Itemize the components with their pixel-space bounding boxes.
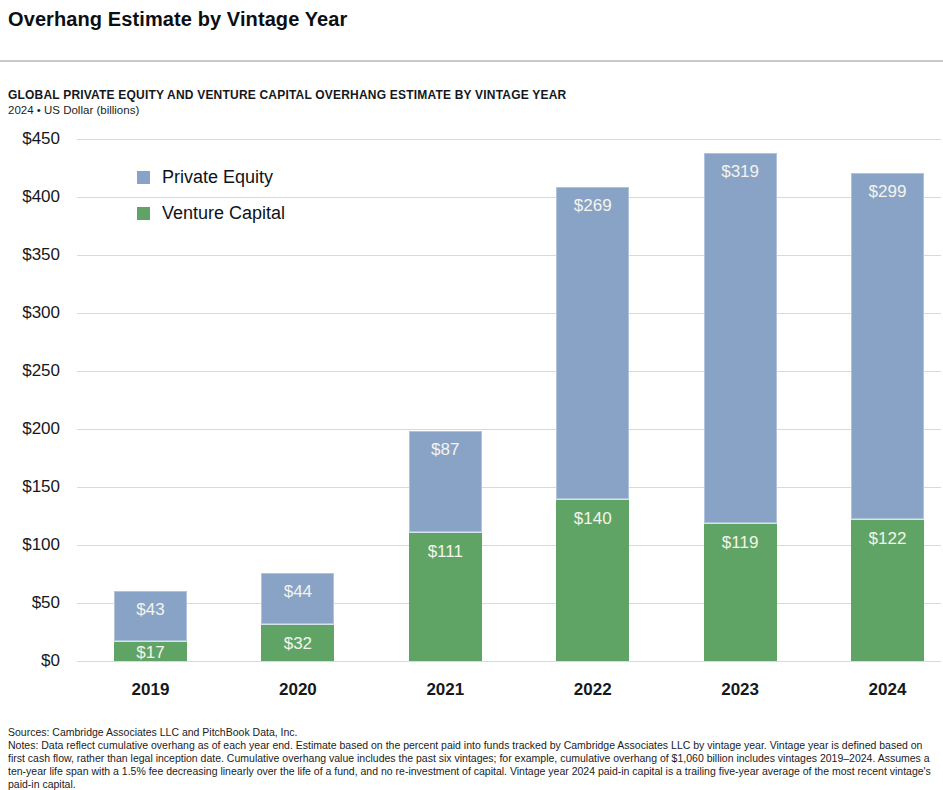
y-axis-label-0: $0 xyxy=(0,651,60,671)
gridline-150 xyxy=(77,487,941,488)
bar-segment-venture-capital-2023: $119 xyxy=(704,523,777,661)
bar-value-label-private-equity-2023: $319 xyxy=(704,162,777,182)
chart-subtitle: 2024 • US Dollar (billions) xyxy=(8,104,139,116)
bar-value-label-venture-capital-2022: $140 xyxy=(556,509,629,529)
bar-value-label-private-equity-2020: $44 xyxy=(261,582,334,602)
legend-item-venture-capital: Venture Capital xyxy=(137,202,285,224)
chart-footer: Sources: Cambridge Associates LLC and Pi… xyxy=(8,726,939,790)
y-axis-label-250: $250 xyxy=(0,361,60,381)
x-axis-label-2023: 2023 xyxy=(700,680,780,700)
x-axis-label-2019: 2019 xyxy=(111,680,191,700)
gridline-300 xyxy=(77,313,941,314)
gridline-50 xyxy=(77,603,941,604)
x-axis-label-2020: 2020 xyxy=(258,680,338,700)
gridline-450 xyxy=(77,139,941,140)
bar-segment-venture-capital-2024: $122 xyxy=(851,519,924,661)
y-axis-label-100: $100 xyxy=(0,535,60,555)
legend-swatch-icon xyxy=(137,207,150,220)
bar-value-label-venture-capital-2023: $119 xyxy=(704,533,777,553)
report-page: Overhang Estimate by Vintage Year GLOBAL… xyxy=(0,0,943,790)
bar-value-label-private-equity-2021: $87 xyxy=(409,440,482,460)
bar-segment-venture-capital-2022: $140 xyxy=(556,499,629,661)
bar-value-label-private-equity-2024: $299 xyxy=(851,182,924,202)
chart-title: GLOBAL PRIVATE EQUITY AND VENTURE CAPITA… xyxy=(8,88,566,102)
bar-value-label-venture-capital-2019: $17 xyxy=(114,643,187,663)
bar-segment-private-equity-2022: $269 xyxy=(556,187,629,499)
bar-value-label-private-equity-2019: $43 xyxy=(114,600,187,620)
gridline-250 xyxy=(77,371,941,372)
title-separator xyxy=(0,60,943,62)
gridline-200 xyxy=(77,429,941,430)
page-title: Overhang Estimate by Vintage Year xyxy=(8,8,347,31)
x-axis-label-2024: 2024 xyxy=(848,680,928,700)
x-axis-label-2021: 2021 xyxy=(405,680,485,700)
x-axis-label-2022: 2022 xyxy=(553,680,633,700)
sources-text: Sources: Cambridge Associates LLC and Pi… xyxy=(8,726,939,739)
y-axis-label-300: $300 xyxy=(0,303,60,323)
bar-segment-venture-capital-2019: $17 xyxy=(114,641,187,661)
chart-legend: Private Equity Venture Capital xyxy=(137,166,285,238)
bar-segment-private-equity-2020: $44 xyxy=(261,573,334,624)
gridline-350 xyxy=(77,255,941,256)
notes-text: Notes: Data reflect cumulative overhang … xyxy=(8,739,939,790)
legend-swatch-icon xyxy=(137,171,150,184)
bar-segment-private-equity-2023: $319 xyxy=(704,153,777,523)
y-axis-label-200: $200 xyxy=(0,419,60,439)
y-axis-label-50: $50 xyxy=(0,593,60,613)
bar-segment-private-equity-2019: $43 xyxy=(114,591,187,641)
overhang-chart: $0$50$100$150$200$250$300$350$400$450$17… xyxy=(0,139,943,714)
bar-value-label-venture-capital-2020: $32 xyxy=(261,634,334,654)
legend-label: Venture Capital xyxy=(162,204,285,222)
legend-item-private-equity: Private Equity xyxy=(137,166,285,188)
y-axis-label-150: $150 xyxy=(0,477,60,497)
bar-value-label-venture-capital-2021: $111 xyxy=(409,542,482,562)
bar-value-label-private-equity-2022: $269 xyxy=(556,196,629,216)
y-axis-label-450: $450 xyxy=(0,129,60,149)
bar-segment-private-equity-2024: $299 xyxy=(851,173,924,520)
y-axis-label-350: $350 xyxy=(0,245,60,265)
bar-segment-venture-capital-2021: $111 xyxy=(409,532,482,661)
y-axis-label-400: $400 xyxy=(0,187,60,207)
bar-value-label-venture-capital-2024: $122 xyxy=(851,529,924,549)
bar-segment-private-equity-2021: $87 xyxy=(409,431,482,532)
legend-label: Private Equity xyxy=(162,168,273,186)
bar-segment-venture-capital-2020: $32 xyxy=(261,624,334,661)
gridline-100 xyxy=(77,545,941,546)
gridline-0 xyxy=(77,661,941,662)
